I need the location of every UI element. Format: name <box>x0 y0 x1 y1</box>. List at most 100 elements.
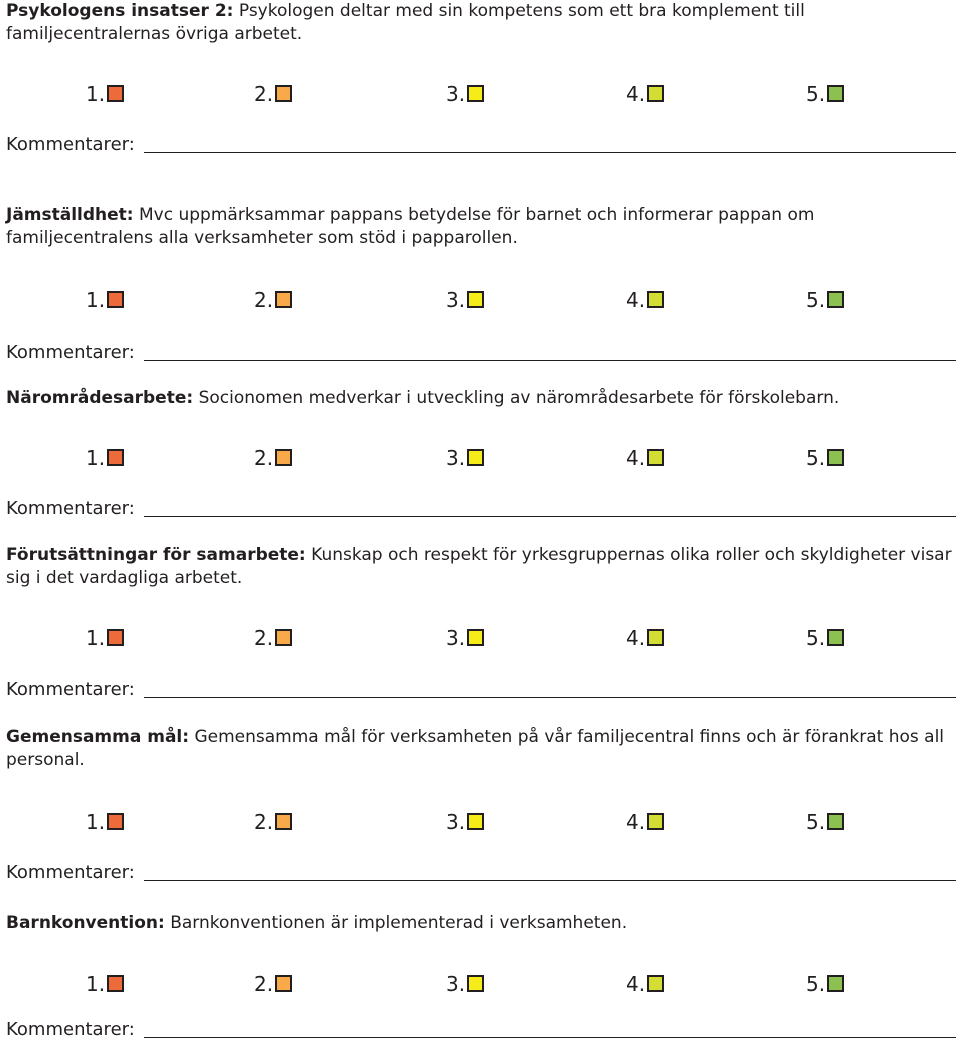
rating-checkbox[interactable] <box>647 628 665 646</box>
rating-checkbox[interactable] <box>467 974 485 992</box>
rating-number: 1. <box>86 82 106 106</box>
rating-option-4[interactable]: 4. <box>626 810 665 834</box>
rating-option-1[interactable]: 1. <box>86 288 125 312</box>
rating-number: 3. <box>446 82 466 106</box>
rating-option-5[interactable]: 5. <box>806 972 845 996</box>
rating-option-2[interactable]: 2. <box>254 446 293 470</box>
rating-checkbox[interactable] <box>467 628 485 646</box>
rating-checkbox[interactable] <box>827 290 845 308</box>
comment-input[interactable] <box>146 497 956 519</box>
rating-option-4[interactable]: 4. <box>626 626 665 650</box>
rating-checkbox[interactable] <box>647 290 665 308</box>
rating-checkbox[interactable] <box>647 974 665 992</box>
rating-option-4[interactable]: 4. <box>626 288 665 312</box>
rating-option-3[interactable]: 3. <box>446 82 485 106</box>
rating-option-3[interactable]: 3. <box>446 972 485 996</box>
rating-number: 2. <box>254 626 274 650</box>
rating-checkbox[interactable] <box>647 84 665 102</box>
question-statement: Barnkonvention: Barnkonventionen är impl… <box>6 912 956 935</box>
rating-option-1[interactable]: 1. <box>86 626 125 650</box>
comment-label: Kommentarer: <box>6 862 135 883</box>
rating-checkbox[interactable] <box>647 812 665 830</box>
rating-option-4[interactable]: 4. <box>626 446 665 470</box>
rating-checkbox[interactable] <box>647 448 665 466</box>
rating-checkbox[interactable] <box>107 448 125 466</box>
rating-checkbox[interactable] <box>275 974 293 992</box>
rating-checkbox[interactable] <box>467 448 485 466</box>
comment-input[interactable] <box>146 1018 956 1040</box>
rating-option-3[interactable]: 3. <box>446 446 485 470</box>
comment-input[interactable] <box>146 861 956 883</box>
question-label: Psykologens insatser 2: <box>6 1 234 21</box>
rating-option-3[interactable]: 3. <box>446 288 485 312</box>
rating-checkbox[interactable] <box>467 812 485 830</box>
question-text: Barnkonventionen är implementerad i verk… <box>170 913 628 933</box>
question-label: Närområdesarbete: <box>6 388 194 408</box>
rating-option-1[interactable]: 1. <box>86 972 125 996</box>
rating-checkbox[interactable] <box>827 974 845 992</box>
rating-checkbox[interactable] <box>827 812 845 830</box>
rating-checkbox[interactable] <box>107 628 125 646</box>
question-text: Gemensamma mål för verksamheten på vår f… <box>6 727 945 770</box>
comment-row: Kommentarer: <box>6 1018 956 1042</box>
rating-option-2[interactable]: 2. <box>254 82 293 106</box>
rating-checkbox[interactable] <box>275 812 293 830</box>
rating-checkbox[interactable] <box>827 84 845 102</box>
rating-checkbox[interactable] <box>827 448 845 466</box>
rating-checkbox[interactable] <box>107 974 125 992</box>
comment-row: Kommentarer: <box>6 497 956 521</box>
rating-checkbox[interactable] <box>107 290 125 308</box>
rating-row: 1. 2. 3. 4. 5. <box>0 972 960 996</box>
comment-label: Kommentarer: <box>6 679 135 700</box>
rating-checkbox[interactable] <box>107 812 125 830</box>
rating-number: 3. <box>446 446 466 470</box>
rating-checkbox[interactable] <box>467 290 485 308</box>
rating-option-5[interactable]: 5. <box>806 82 845 106</box>
comment-input[interactable] <box>146 133 956 155</box>
rating-number: 4. <box>626 810 646 834</box>
comment-label: Kommentarer: <box>6 1019 135 1040</box>
rating-option-1[interactable]: 1. <box>86 82 125 106</box>
question-text: Psykologen deltar med sin kompetens som … <box>6 1 805 44</box>
question-statement: Förutsättningar för samarbete: Kunskap o… <box>6 544 956 590</box>
rating-checkbox[interactable] <box>467 84 485 102</box>
rating-checkbox[interactable] <box>827 628 845 646</box>
rating-checkbox[interactable] <box>275 84 293 102</box>
rating-row: 1. 2. 3. 4. 5. <box>0 82 960 106</box>
rating-number: 3. <box>446 626 466 650</box>
comment-label: Kommentarer: <box>6 342 135 363</box>
rating-option-4[interactable]: 4. <box>626 82 665 106</box>
rating-option-3[interactable]: 3. <box>446 810 485 834</box>
rating-option-1[interactable]: 1. <box>86 810 125 834</box>
rating-number: 1. <box>86 288 106 312</box>
rating-option-2[interactable]: 2. <box>254 972 293 996</box>
rating-checkbox[interactable] <box>275 448 293 466</box>
rating-option-3[interactable]: 3. <box>446 626 485 650</box>
comment-input[interactable] <box>146 678 956 700</box>
question-statement: Psykologens insatser 2: Psykologen delta… <box>6 0 956 46</box>
comment-row: Kommentarer: <box>6 861 956 885</box>
rating-row: 1. 2. 3. 4. 5. <box>0 446 960 470</box>
rating-option-2[interactable]: 2. <box>254 810 293 834</box>
rating-option-2[interactable]: 2. <box>254 626 293 650</box>
question-label: Förutsättningar för samarbete: <box>6 545 306 565</box>
rating-option-5[interactable]: 5. <box>806 446 845 470</box>
rating-checkbox[interactable] <box>275 628 293 646</box>
rating-checkbox[interactable] <box>107 84 125 102</box>
rating-option-4[interactable]: 4. <box>626 972 665 996</box>
rating-number: 5. <box>806 810 826 834</box>
rating-option-1[interactable]: 1. <box>86 446 125 470</box>
rating-option-5[interactable]: 5. <box>806 626 845 650</box>
rating-number: 1. <box>86 810 106 834</box>
rating-option-5[interactable]: 5. <box>806 810 845 834</box>
comment-label: Kommentarer: <box>6 498 135 519</box>
rating-checkbox[interactable] <box>275 290 293 308</box>
question-label: Jämställdhet: <box>6 205 134 225</box>
rating-number: 2. <box>254 446 274 470</box>
rating-number: 5. <box>806 288 826 312</box>
rating-option-5[interactable]: 5. <box>806 288 845 312</box>
comment-input[interactable] <box>146 341 956 363</box>
question-statement: Närområdesarbete: Socionomen medverkar i… <box>6 387 956 410</box>
question-text: Socionomen medverkar i utveckling av när… <box>198 388 840 408</box>
rating-option-2[interactable]: 2. <box>254 288 293 312</box>
